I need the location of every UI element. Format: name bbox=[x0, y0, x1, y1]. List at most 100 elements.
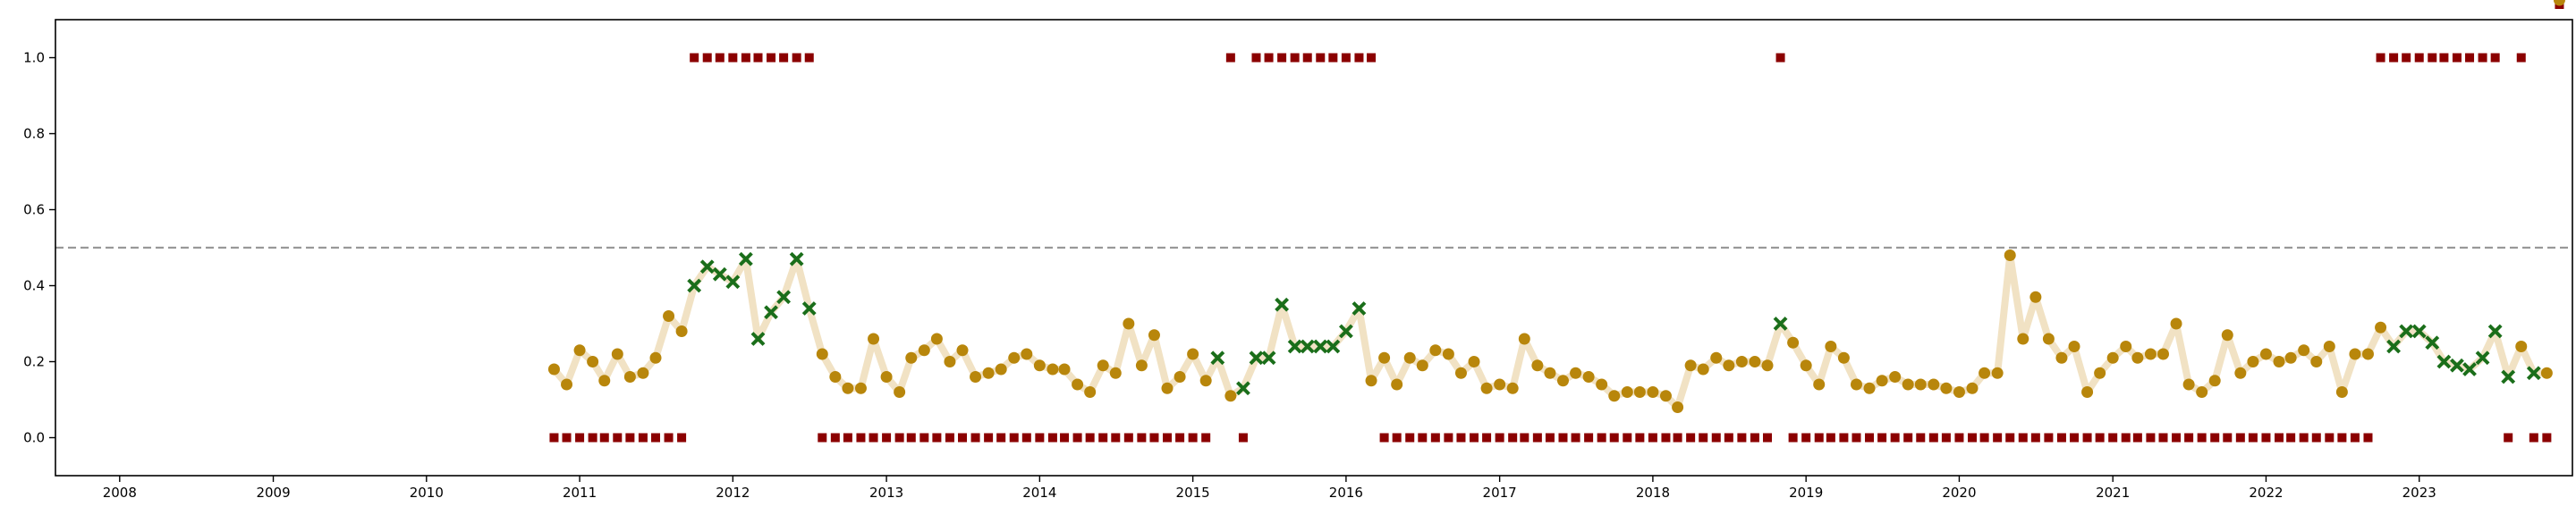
anomaly-point bbox=[1261, 350, 1276, 366]
anomaly-point bbox=[738, 251, 753, 266]
label-point bbox=[984, 433, 994, 443]
label-point bbox=[638, 433, 648, 443]
score-point bbox=[2553, 0, 2565, 6]
label-point bbox=[1673, 433, 1682, 443]
score-point bbox=[1659, 390, 1672, 402]
label-point bbox=[970, 433, 980, 443]
label-point bbox=[1941, 433, 1951, 443]
score-point bbox=[1723, 359, 1735, 372]
label-point bbox=[818, 433, 827, 443]
label-point bbox=[2529, 433, 2538, 443]
label-point bbox=[1661, 433, 1671, 443]
label-point bbox=[2044, 433, 2054, 443]
label-point bbox=[2402, 53, 2411, 63]
anomaly-point bbox=[1275, 297, 1290, 312]
label-point bbox=[1456, 433, 1466, 443]
score-point bbox=[1199, 375, 1212, 387]
score-point bbox=[1876, 375, 1888, 387]
x-tick-label: 2021 bbox=[2096, 485, 2130, 501]
label-point bbox=[1801, 433, 1811, 443]
label-point bbox=[1047, 433, 1057, 443]
label-point bbox=[1137, 433, 1147, 443]
x-tick-label: 2012 bbox=[716, 485, 750, 501]
label-point bbox=[2248, 433, 2258, 443]
score-point bbox=[1837, 351, 1850, 364]
anomaly-point bbox=[1249, 350, 1264, 366]
label-point bbox=[2082, 433, 2092, 443]
score-point bbox=[2081, 386, 2094, 398]
label-point bbox=[919, 433, 929, 443]
plot-area-frame bbox=[55, 19, 2573, 477]
label-point bbox=[2108, 433, 2118, 443]
x-tick-label: 2009 bbox=[256, 485, 290, 501]
score-point bbox=[598, 375, 611, 387]
score-point bbox=[829, 371, 842, 383]
score-point bbox=[1494, 378, 1506, 391]
score-point bbox=[1813, 378, 1826, 391]
label-point bbox=[792, 53, 801, 63]
score-point bbox=[2335, 386, 2348, 398]
x-tick-label: 2020 bbox=[1942, 485, 1976, 501]
score-point bbox=[1556, 375, 1569, 387]
label-point bbox=[1225, 53, 1235, 63]
score-point bbox=[2361, 348, 2374, 360]
label-point bbox=[932, 433, 942, 443]
anomaly-point bbox=[2386, 339, 2402, 354]
score-point bbox=[2273, 356, 2285, 367]
anomaly-point bbox=[1338, 324, 1353, 339]
label-point bbox=[1737, 433, 1747, 443]
score-point bbox=[1506, 382, 1519, 394]
label-point bbox=[2350, 433, 2360, 443]
label-point bbox=[1597, 433, 1606, 443]
score-point bbox=[2170, 317, 2182, 330]
label-point bbox=[1623, 433, 1632, 443]
label-point bbox=[1954, 433, 1964, 443]
label-point bbox=[958, 433, 968, 443]
label-point bbox=[1430, 433, 1440, 443]
label-point bbox=[1149, 433, 1159, 443]
score-point bbox=[1187, 348, 1199, 360]
label-point bbox=[1993, 433, 2003, 443]
score-point bbox=[663, 310, 675, 322]
score-point bbox=[1365, 375, 1377, 387]
label-point bbox=[1916, 433, 1926, 443]
x-tick-label: 2016 bbox=[1329, 485, 1363, 501]
score-point bbox=[2208, 375, 2221, 387]
anomaly-point bbox=[725, 274, 741, 290]
label-point bbox=[2210, 433, 2220, 443]
label-point bbox=[1545, 433, 1555, 443]
label-point bbox=[2005, 433, 2015, 443]
x-tick-label: 2017 bbox=[1483, 485, 1517, 501]
score-point bbox=[2029, 291, 2042, 303]
label-point bbox=[1877, 433, 1887, 443]
score-point bbox=[1429, 344, 1442, 357]
score-point bbox=[1991, 367, 2004, 379]
score-point bbox=[1749, 356, 1761, 367]
score-point bbox=[2234, 367, 2247, 379]
label-point bbox=[1201, 433, 1211, 443]
x-tick-label: 2022 bbox=[2249, 485, 2283, 501]
x-tick-label: 2008 bbox=[103, 485, 137, 501]
anomaly-point bbox=[712, 266, 727, 282]
score-point bbox=[1979, 367, 1991, 379]
score-point bbox=[2094, 367, 2106, 379]
label-point bbox=[1584, 433, 1594, 443]
anomaly-point bbox=[764, 305, 778, 320]
label-point bbox=[996, 433, 1006, 443]
score-point bbox=[587, 356, 599, 367]
anomaly-point bbox=[2425, 335, 2440, 350]
anomaly-point bbox=[750, 332, 766, 346]
score-point bbox=[1224, 390, 1237, 402]
label-point bbox=[2542, 433, 2552, 443]
label-point bbox=[549, 433, 559, 443]
score-point bbox=[2323, 341, 2335, 352]
y-axis: 0.0 0.2 0.4 0.6 0.8 1.0 bbox=[23, 50, 55, 446]
label-point bbox=[690, 53, 699, 63]
anomaly-point bbox=[1300, 339, 1315, 354]
label-point bbox=[1188, 433, 1198, 443]
label-point bbox=[1826, 433, 1835, 443]
label-point bbox=[2275, 433, 2284, 443]
label-point bbox=[715, 53, 724, 63]
score-point bbox=[918, 344, 930, 357]
label-point bbox=[1123, 433, 1133, 443]
